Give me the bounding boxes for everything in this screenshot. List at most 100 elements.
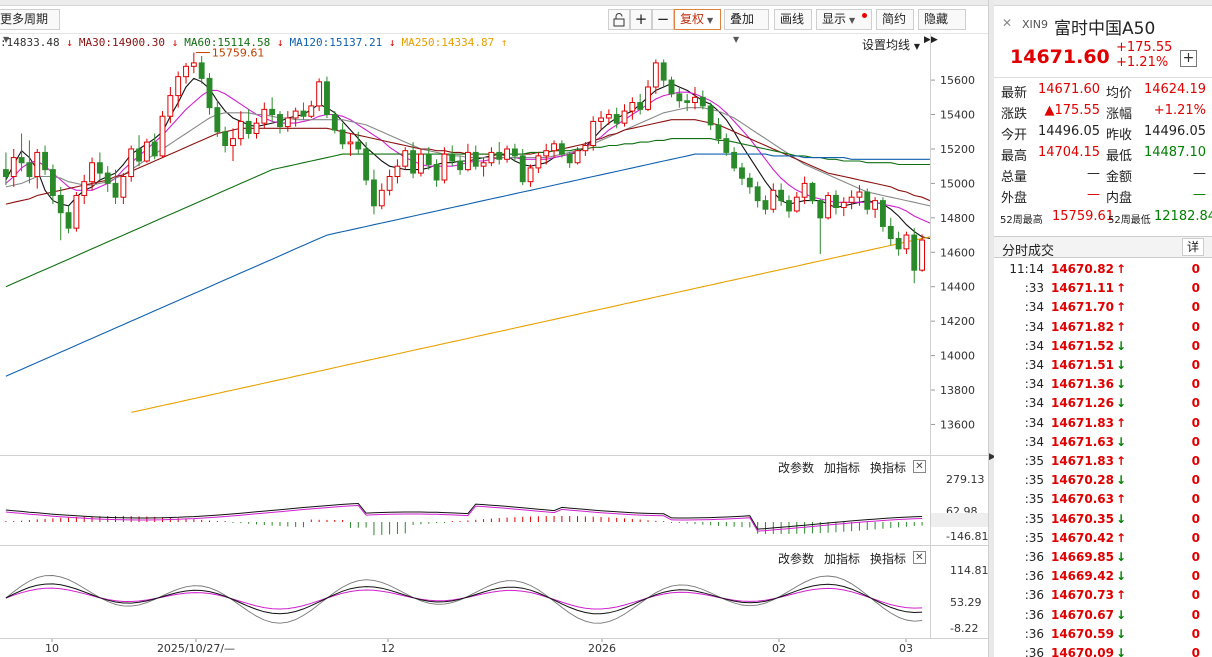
tick-price: 14671.70 <box>1050 300 1114 315</box>
high-annotation-label: 15759.61 <box>212 47 265 60</box>
ma-line-ma250 <box>131 236 931 413</box>
tick-row: :35 14670.28 ↓ 0 <box>994 473 1212 492</box>
y-tick-label: 15000 <box>940 177 975 190</box>
candle-body <box>511 148 518 157</box>
overlay-button[interactable]: 叠加 ▼ <box>724 9 769 44</box>
close-icon[interactable]: ✕ <box>1002 16 1013 30</box>
change-param-button[interactable]: 改参数 <box>778 552 815 566</box>
candle-body <box>284 117 291 128</box>
candle-body <box>652 62 659 88</box>
candle-body <box>566 153 573 164</box>
add-indicator-button[interactable]: 加指标 <box>824 461 861 475</box>
tick-row: :34 14671.70 ↑ 0 <box>994 300 1212 319</box>
week52-high-value: 15759.61 <box>1052 209 1115 224</box>
candle-body <box>840 201 847 209</box>
candle-body <box>660 62 667 81</box>
tick-volume: 0 <box>1191 569 1200 584</box>
week52-row: 52周最高 15759.61 52周最低 12182.84 <box>994 209 1212 230</box>
kdj-tick-label: -8.22 <box>950 622 978 635</box>
candle-body <box>731 151 738 169</box>
candle-body <box>73 194 80 229</box>
candle-body <box>331 114 338 131</box>
candle-body <box>159 115 166 157</box>
lock-button[interactable] <box>608 9 630 30</box>
switch-indicator-button[interactable]: 换指标 <box>870 461 907 475</box>
ma-value-2: MA60:15114.58 ↓ <box>184 36 284 49</box>
tick-time: :34 <box>1024 396 1044 411</box>
candle-body <box>527 167 534 183</box>
tick-price: 14671.83 <box>1050 454 1114 468</box>
x-tick-label: 10 <box>45 642 59 655</box>
add-indicator-button[interactable]: 加指标 <box>824 552 861 566</box>
y-tick-label: 15400 <box>940 109 975 122</box>
candle-body <box>809 182 816 202</box>
zoom-out-button[interactable]: − <box>652 9 674 30</box>
stat-value: — <box>1087 166 1100 181</box>
tick-time: :36 <box>1024 626 1044 641</box>
macd-tick-label: -146.81 <box>946 530 988 543</box>
candle-body <box>292 110 299 119</box>
macd-current-highlight <box>931 513 988 527</box>
candle-body <box>57 194 64 214</box>
display-button[interactable]: 显示 ▼ <box>816 9 872 30</box>
macd-panel-header: 改参数 加指标 换指标 <box>778 459 916 476</box>
add-watchlist-button[interactable]: + <box>1180 50 1197 67</box>
set-ma-button[interactable]: 设置均线 ▼ <box>862 36 920 53</box>
candle-body <box>668 79 675 95</box>
kdj-close-icon[interactable]: ✕ <box>913 551 926 564</box>
tick-time: :35 <box>1024 492 1044 507</box>
candle-body <box>237 120 244 140</box>
candle-body <box>887 225 894 240</box>
candle-body <box>786 200 792 212</box>
switch-indicator-button[interactable]: 换指标 <box>870 552 907 566</box>
stat-value: +1.21% <box>1153 103 1206 118</box>
candle-body <box>183 65 189 78</box>
stat-label: 金额 <box>1106 170 1133 185</box>
tick-time: :34 <box>1024 434 1044 449</box>
macd-close-icon[interactable]: ✕ <box>913 460 926 473</box>
tick-price: 14669.85 <box>1050 550 1114 564</box>
candle-body <box>324 81 330 116</box>
collapse-arrow-icon[interactable]: ▶ <box>989 452 996 462</box>
tick-time: :36 <box>1024 646 1044 657</box>
tick-price: 14670.67 <box>1050 607 1114 622</box>
tick-volume: 0 <box>1191 281 1200 296</box>
candle-body <box>605 114 612 119</box>
candle-body <box>49 169 56 196</box>
stat-value: — <box>1193 166 1206 181</box>
macd-tick-label: 279.13 <box>946 473 985 486</box>
arrow-down-icon: ↓ <box>171 36 179 49</box>
kdj-panel-header: 改参数 加指标 换指标 <box>778 550 916 567</box>
arrow-down-icon: ↓ <box>1116 607 1127 622</box>
simple-mode-button[interactable]: 简约 <box>876 9 914 30</box>
tick-price: 14670.63 <box>1050 492 1114 507</box>
candle-body <box>801 182 808 198</box>
candle-body <box>433 163 440 181</box>
zoom-in-button[interactable]: + <box>630 9 652 30</box>
arrow-down-icon: ↓ <box>1116 358 1127 372</box>
kline-chart[interactable]: 15600 15400 15200 15000 14800 14600 14400 14200… <box>0 0 988 657</box>
candle-body <box>504 148 510 160</box>
arrow-up-icon: ↑ <box>1116 588 1127 603</box>
candle-body <box>449 153 456 162</box>
y-tick-label: 14800 <box>940 212 975 225</box>
candle-body <box>699 96 706 107</box>
panel-divider[interactable] <box>988 0 994 657</box>
stat-label: 昨收 <box>1106 128 1133 143</box>
fuquan-button[interactable]: 复权 ▼ <box>674 9 721 30</box>
stat-value: 14496.05 <box>1143 124 1206 139</box>
ticks-detail-button[interactable]: 详 <box>1182 238 1204 256</box>
candle-body <box>65 212 72 229</box>
candle-body <box>582 145 589 152</box>
draw-line-button[interactable]: 画线 <box>774 9 812 30</box>
stat-row: 今开 14496.05 昨收 14496.05 <box>994 124 1212 144</box>
change-param-button[interactable]: 改参数 <box>778 461 815 475</box>
candle-body <box>778 189 785 202</box>
tick-row: :36 14670.09 ↓ 0 <box>994 646 1212 657</box>
arrow-up-icon: ↑ <box>1116 319 1127 334</box>
candle-body <box>864 191 871 210</box>
x-tick-label: 03 <box>899 642 913 655</box>
candle-body <box>230 138 236 147</box>
more-periods-button[interactable]: 更多周期 ▼ <box>0 9 60 44</box>
tick-price: 14670.59 <box>1050 626 1114 641</box>
